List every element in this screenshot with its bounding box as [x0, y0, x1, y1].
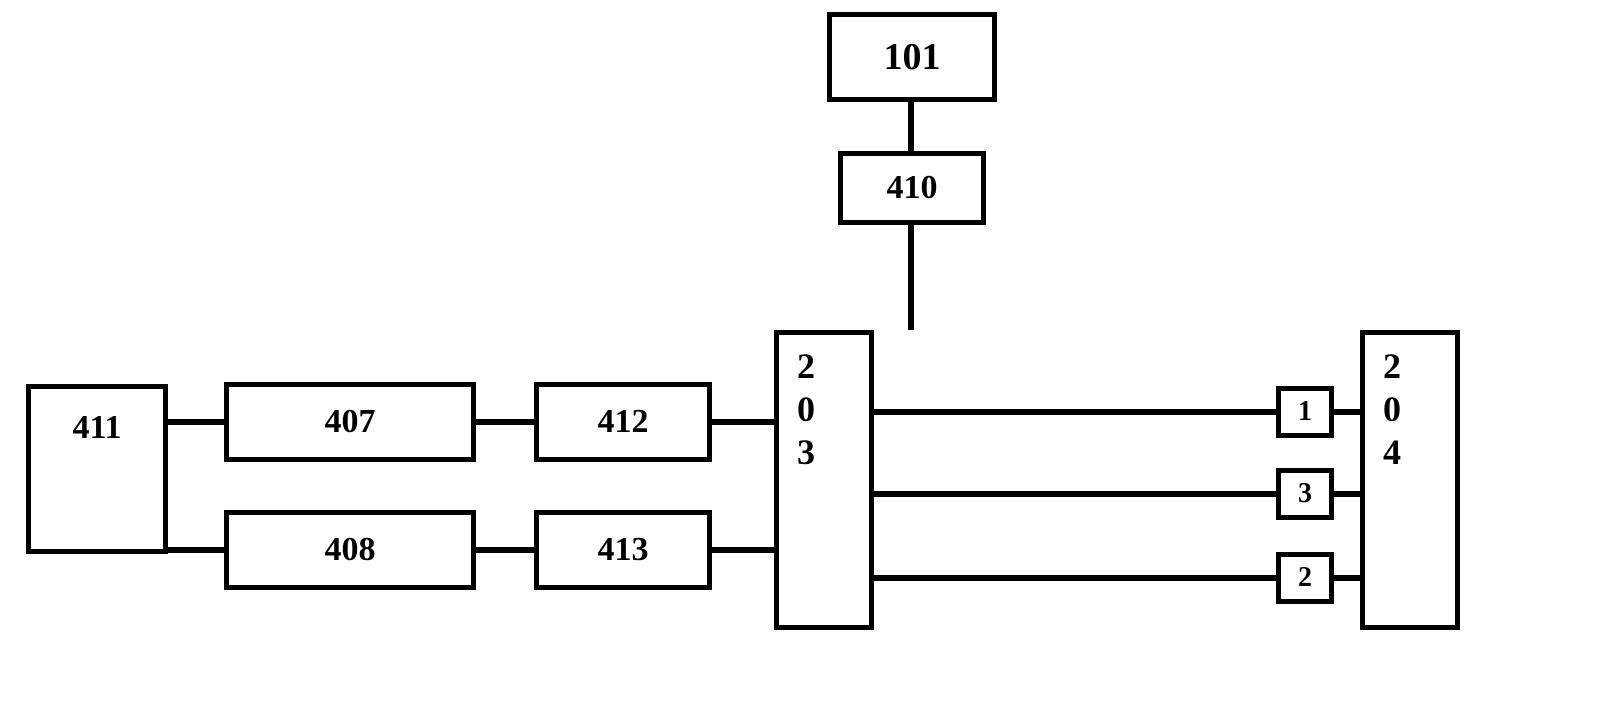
block-408-label: 408 — [325, 531, 376, 569]
edge-203-1 — [874, 409, 1276, 415]
block-411: 411 — [26, 384, 168, 554]
block-413: 413 — [534, 510, 712, 590]
block-203-digit-2: 3 — [797, 431, 815, 474]
block-410: 410 — [838, 151, 986, 225]
block-1-label: 1 — [1298, 396, 1312, 428]
block-408: 408 — [224, 510, 476, 590]
edge-412-203 — [712, 419, 774, 425]
edge-101-410 — [908, 102, 914, 151]
edge-411-407 — [168, 419, 224, 425]
block-203-digit-0: 2 — [797, 345, 815, 388]
block-407-label: 407 — [325, 403, 376, 441]
block-204-digit-2: 4 — [1383, 431, 1401, 474]
block-2-label: 2 — [1298, 562, 1312, 594]
edge-413-203 — [712, 547, 774, 553]
block-412-label: 412 — [598, 403, 649, 441]
block-101-label: 101 — [884, 35, 941, 79]
block-204: 2 0 4 — [1360, 330, 1460, 630]
block-203-digit-1: 0 — [797, 388, 815, 431]
block-3-label: 3 — [1298, 478, 1312, 510]
edge-3-204 — [1334, 491, 1360, 497]
block-204-digit-0: 2 — [1383, 345, 1401, 388]
block-411-label: 411 — [72, 409, 121, 447]
block-203: 2 0 3 — [774, 330, 874, 630]
edge-407-412 — [476, 419, 534, 425]
edge-411-408 — [168, 547, 224, 553]
block-204-digit-1: 0 — [1383, 388, 1401, 431]
edge-2-204 — [1334, 575, 1360, 581]
block-410-label: 410 — [887, 169, 938, 207]
block-413-label: 413 — [598, 531, 649, 569]
edge-408-413 — [476, 547, 534, 553]
block-2: 2 — [1276, 552, 1334, 604]
edge-1-204 — [1334, 409, 1360, 415]
block-407: 407 — [224, 382, 476, 462]
edge-203-2 — [874, 575, 1276, 581]
block-3: 3 — [1276, 468, 1334, 520]
block-412: 412 — [534, 382, 712, 462]
edge-410-203 — [908, 225, 914, 330]
block-1: 1 — [1276, 386, 1334, 438]
block-101: 101 — [827, 12, 997, 102]
edge-203-3 — [874, 491, 1276, 497]
